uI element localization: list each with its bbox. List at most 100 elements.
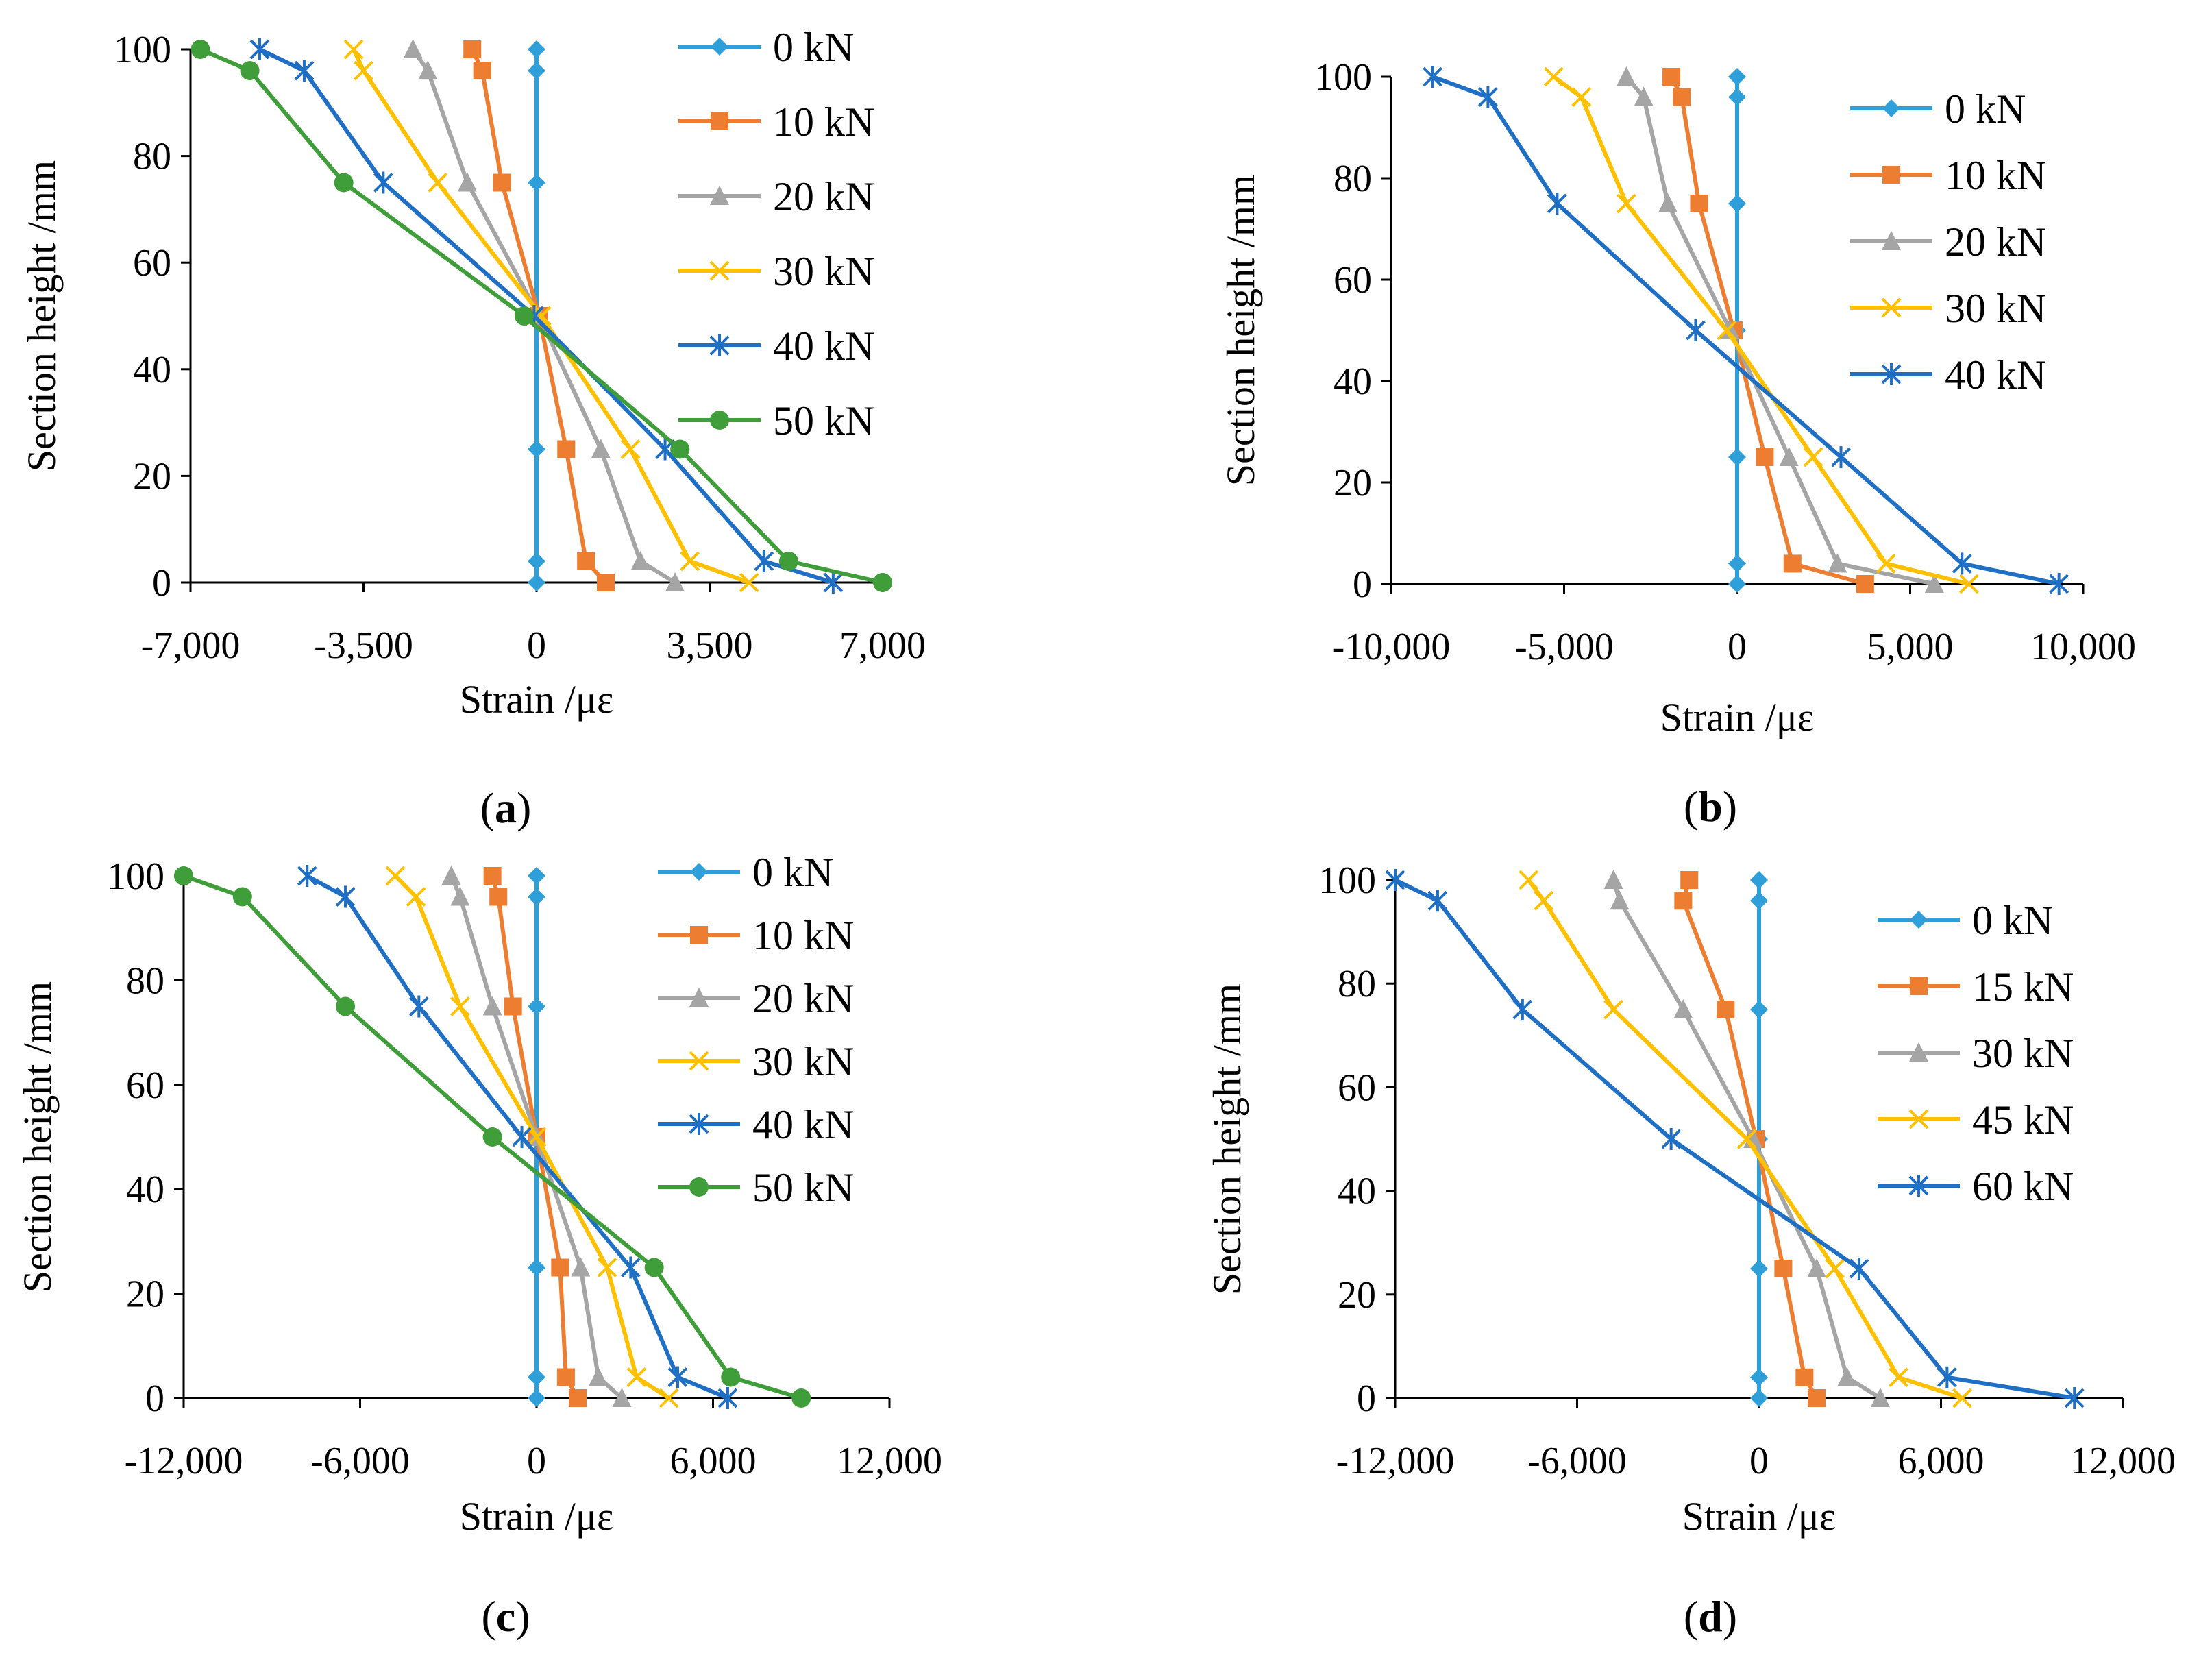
y-tick-label: 60: [1334, 259, 1372, 302]
data-point-marker: [1803, 447, 1823, 467]
legend-entry: 60 kN: [1878, 1164, 2074, 1209]
y-axis-title: Section height /mm: [19, 160, 64, 472]
data-point-marker: [1736, 1129, 1757, 1149]
y-tick-label: 0: [1353, 563, 1372, 606]
x-tick-label: 0: [1749, 1440, 1769, 1482]
series-60-kn: [1385, 869, 2085, 1409]
legend-swatch-marker: [711, 38, 728, 56]
data-point-marker: [626, 1367, 647, 1387]
y-tick-label: 100: [1318, 859, 1376, 902]
series-30-kn: [385, 866, 679, 1408]
legend-entry: 40 kN: [658, 1102, 854, 1147]
data-point-marker: [1690, 195, 1708, 212]
data-point-marker: [1952, 1388, 1972, 1408]
x-axis-title: Strain /με: [1682, 1494, 1836, 1539]
data-point-marker: [1634, 86, 1654, 106]
legend-swatch-marker: [1882, 99, 1900, 117]
legend-label: 10 kN: [1945, 153, 2046, 198]
data-point-marker: [1717, 1001, 1735, 1018]
caption-paren-open: (: [1684, 1592, 1698, 1641]
data-point-marker: [1571, 87, 1592, 108]
y-tick-label: 80: [133, 136, 171, 178]
caption-paren-close: ): [1723, 782, 1737, 831]
data-point-marker: [526, 1127, 547, 1147]
caption-paren-open: (: [481, 1592, 495, 1641]
data-point-marker: [1828, 553, 1847, 573]
data-point-marker: [463, 40, 482, 58]
legend-swatch-marker: [689, 988, 709, 1007]
data-point-marker: [1849, 1258, 1869, 1280]
data-point-marker: [504, 997, 522, 1016]
panel-caption: (a): [480, 783, 532, 832]
data-point-marker: [1720, 320, 1740, 339]
chart-panel-d: 0 20 40 60 80 100 -12,000 -6,000 0 6,000 12,000 Str…: [1205, 859, 2176, 1641]
data-point-marker: [450, 886, 470, 906]
legend-label: 30 kN: [773, 249, 874, 294]
data-point-marker: [528, 1258, 545, 1277]
legend-entry: 15 kN: [1878, 964, 2074, 1010]
x-tick-label: 6,000: [1898, 1440, 1984, 1482]
data-point-marker: [1876, 553, 1896, 574]
series-line: [1669, 75, 1866, 586]
data-point-marker: [191, 40, 210, 59]
y-tick-label: 100: [1314, 56, 1372, 99]
y-tick-label: 20: [1338, 1274, 1376, 1317]
data-point-marker: [591, 439, 611, 458]
legend-entry: 40 kN: [1850, 352, 2046, 397]
x-axis-title: Strain /με: [460, 677, 614, 722]
x-tick-label: 0: [527, 1440, 546, 1482]
data-point-marker: [2049, 573, 2069, 595]
legend-swatch-marker: [689, 1051, 709, 1071]
y-tick-label: 40: [1338, 1171, 1376, 1213]
data-point-marker: [1889, 1367, 1908, 1388]
legend-entry: 30 kN: [1878, 1031, 2074, 1076]
x-tick-label: -6,000: [1527, 1440, 1627, 1482]
data-point-marker: [1728, 68, 1746, 86]
y-axis-title: Section height /mm: [15, 981, 60, 1293]
data-point-marker: [791, 1388, 811, 1408]
data-point-marker: [1871, 1388, 1890, 1407]
x-tick-label: -7,000: [141, 624, 241, 667]
series-line: [352, 48, 750, 585]
y-tick-label: 80: [1334, 158, 1372, 200]
data-point-marker: [597, 1258, 617, 1277]
data-point-marker: [1795, 1368, 1814, 1386]
series-line: [1625, 75, 1935, 586]
data-point-marker: [1728, 448, 1746, 466]
data-point-marker: [458, 172, 477, 192]
legend-swatch-marker: [690, 926, 708, 944]
data-point-marker: [1427, 890, 1448, 912]
data-point-marker: [294, 60, 315, 82]
data-point-marker: [571, 1257, 591, 1277]
series-50-kn: [191, 40, 892, 592]
y-tick-label: 20: [1334, 462, 1372, 504]
legend-label: 50 kN: [773, 398, 874, 443]
legend-entry: 20 kN: [658, 976, 854, 1021]
data-point-marker: [1661, 1128, 1682, 1150]
data-point-marker: [1603, 870, 1623, 889]
legend-swatch-marker: [690, 863, 708, 881]
data-point-marker: [528, 552, 545, 570]
x-tick-label: 3,500: [667, 624, 753, 667]
data-point-marker: [721, 1367, 741, 1387]
legend-swatch-marker: [711, 112, 728, 130]
x-tick-label: -6,000: [310, 1440, 410, 1482]
data-point-marker: [483, 867, 502, 885]
data-point-marker: [249, 38, 270, 60]
data-point-marker: [1543, 66, 1564, 87]
data-point-marker: [873, 573, 892, 592]
data-point-marker: [528, 997, 545, 1016]
x-tick-label: 0: [527, 624, 546, 667]
data-point-marker: [473, 62, 491, 80]
x-tick-label: -10,000: [1332, 626, 1451, 668]
data-point-marker: [1728, 554, 1746, 573]
legend-swatch-marker: [1910, 911, 1928, 929]
legend-entry: 10 kN: [678, 99, 874, 145]
y-tick-label: 0: [1357, 1378, 1376, 1420]
data-point-marker: [240, 61, 260, 81]
data-point-marker: [1924, 574, 1944, 593]
x-tick-label: 12,000: [2070, 1440, 2176, 1482]
data-point-marker: [441, 866, 461, 885]
data-point-marker: [1512, 999, 1533, 1020]
series-40-kn: [297, 865, 738, 1409]
